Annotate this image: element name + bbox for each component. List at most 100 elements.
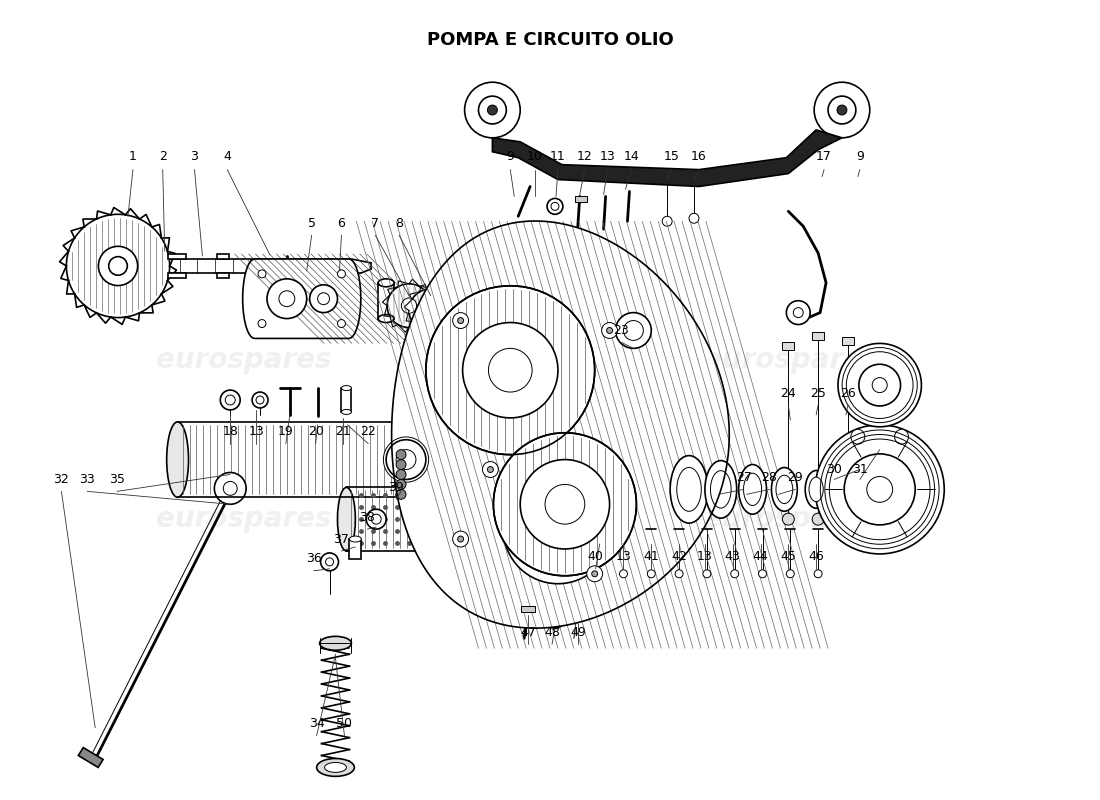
- Circle shape: [338, 319, 345, 327]
- Text: 27: 27: [736, 471, 751, 484]
- Circle shape: [453, 313, 469, 329]
- Circle shape: [402, 298, 417, 314]
- Bar: [858, 430, 902, 445]
- Circle shape: [487, 105, 497, 115]
- Ellipse shape: [776, 475, 793, 503]
- Circle shape: [226, 395, 235, 405]
- Text: 37: 37: [333, 533, 350, 546]
- Circle shape: [793, 308, 803, 318]
- Circle shape: [396, 479, 406, 490]
- Circle shape: [98, 246, 138, 286]
- Text: 13: 13: [249, 426, 264, 438]
- Ellipse shape: [705, 461, 737, 518]
- Circle shape: [267, 279, 307, 318]
- Text: 25: 25: [811, 386, 826, 399]
- Ellipse shape: [805, 470, 827, 508]
- Circle shape: [256, 396, 264, 404]
- Bar: [346, 487, 540, 551]
- Text: 26: 26: [840, 386, 856, 399]
- Circle shape: [675, 570, 683, 578]
- Circle shape: [544, 485, 585, 524]
- Bar: [218, 254, 229, 259]
- Ellipse shape: [338, 487, 355, 551]
- Ellipse shape: [395, 422, 417, 498]
- Circle shape: [464, 82, 520, 138]
- Circle shape: [647, 570, 656, 578]
- Circle shape: [463, 322, 558, 418]
- Circle shape: [396, 490, 406, 499]
- Circle shape: [844, 454, 915, 525]
- Circle shape: [310, 285, 338, 313]
- Ellipse shape: [378, 314, 394, 322]
- Ellipse shape: [341, 386, 351, 390]
- Circle shape: [478, 96, 506, 124]
- Text: 3: 3: [190, 150, 198, 163]
- Circle shape: [815, 425, 944, 554]
- Text: 13: 13: [616, 550, 631, 563]
- Text: 20: 20: [308, 426, 323, 438]
- Circle shape: [703, 570, 711, 578]
- Circle shape: [837, 105, 847, 115]
- Circle shape: [320, 553, 339, 571]
- Text: 47: 47: [520, 626, 536, 639]
- Circle shape: [384, 437, 429, 482]
- Text: 41: 41: [644, 550, 659, 563]
- Circle shape: [619, 570, 627, 578]
- Text: 43: 43: [725, 550, 740, 563]
- Ellipse shape: [670, 456, 708, 523]
- Text: eurospares: eurospares: [703, 346, 878, 374]
- Ellipse shape: [676, 467, 702, 511]
- Circle shape: [220, 390, 240, 410]
- Circle shape: [396, 450, 406, 459]
- Text: 24: 24: [781, 386, 796, 399]
- Ellipse shape: [341, 410, 351, 414]
- Text: 30: 30: [826, 463, 842, 476]
- Circle shape: [842, 508, 854, 520]
- Text: 46: 46: [808, 550, 824, 563]
- Bar: [218, 273, 229, 278]
- Circle shape: [518, 497, 562, 542]
- Text: 28: 28: [761, 471, 778, 484]
- Ellipse shape: [744, 474, 761, 506]
- Ellipse shape: [317, 758, 354, 776]
- Circle shape: [859, 364, 901, 406]
- Text: 9: 9: [506, 150, 514, 163]
- Circle shape: [838, 343, 922, 427]
- Circle shape: [252, 392, 268, 408]
- Text: 10: 10: [527, 150, 543, 163]
- Text: 12: 12: [576, 150, 593, 163]
- Circle shape: [786, 570, 794, 578]
- Bar: [167, 254, 186, 259]
- Circle shape: [592, 571, 597, 577]
- Circle shape: [279, 290, 295, 306]
- Circle shape: [409, 289, 453, 333]
- Bar: [350, 539, 361, 559]
- Bar: [521, 606, 535, 611]
- Text: 13: 13: [697, 550, 713, 563]
- Text: 45: 45: [780, 550, 796, 563]
- Text: 13: 13: [600, 150, 616, 163]
- Circle shape: [828, 96, 856, 124]
- Circle shape: [458, 318, 463, 323]
- Circle shape: [518, 490, 597, 569]
- Circle shape: [544, 609, 565, 629]
- Circle shape: [814, 82, 870, 138]
- Circle shape: [223, 482, 238, 495]
- Text: 42: 42: [671, 550, 688, 563]
- Circle shape: [338, 270, 345, 278]
- Circle shape: [387, 284, 431, 327]
- Text: 40: 40: [587, 550, 604, 563]
- Circle shape: [488, 348, 532, 392]
- Ellipse shape: [894, 430, 909, 444]
- Ellipse shape: [739, 465, 767, 514]
- Text: 32: 32: [54, 473, 69, 486]
- Text: 48: 48: [544, 626, 560, 639]
- Ellipse shape: [711, 470, 732, 508]
- Circle shape: [396, 470, 406, 479]
- Text: 38: 38: [360, 510, 375, 524]
- Circle shape: [526, 505, 554, 534]
- Text: 15: 15: [663, 150, 679, 163]
- Text: 31: 31: [852, 463, 868, 476]
- Bar: [341, 388, 351, 412]
- Text: 29: 29: [788, 471, 803, 484]
